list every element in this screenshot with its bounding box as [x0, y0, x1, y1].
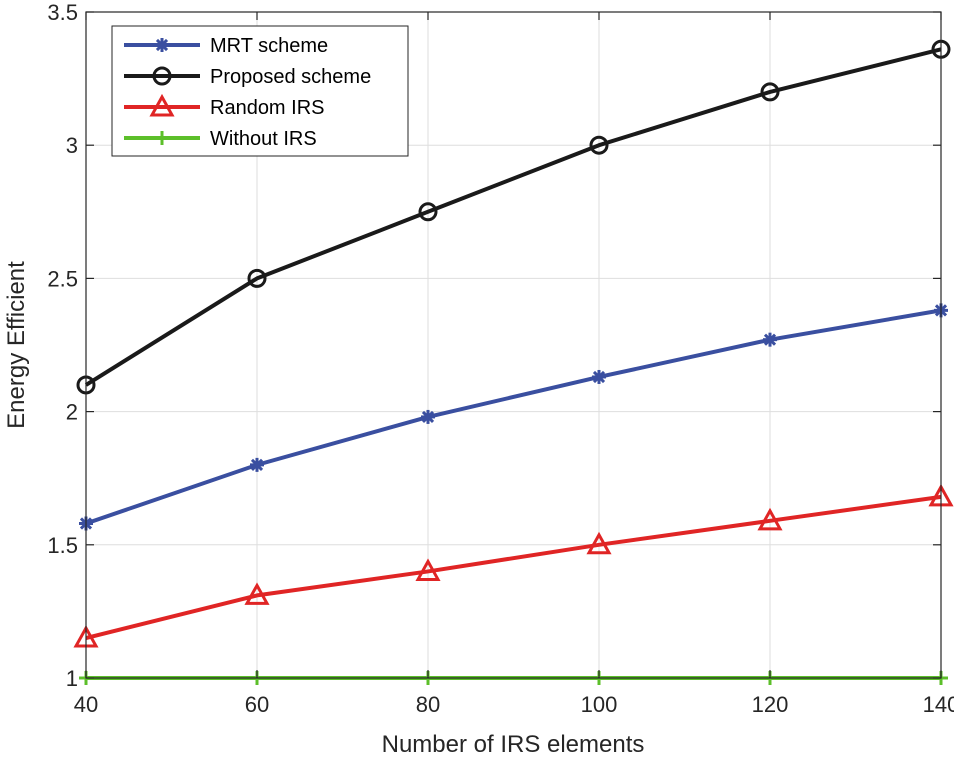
series-proposed-scheme — [76, 39, 951, 395]
x-axis-title: Number of IRS elements — [382, 731, 645, 758]
legend-marker — [152, 66, 172, 86]
series-line — [84, 47, 942, 387]
legend-label: Proposed scheme — [210, 66, 371, 88]
x-tick-label: 80 — [416, 692, 440, 717]
data-point — [421, 409, 435, 424]
data-point — [760, 82, 780, 102]
legend-entry: MRT scheme — [124, 35, 328, 57]
data-point — [763, 332, 777, 347]
legend-marker — [155, 38, 169, 52]
data-point — [415, 558, 441, 581]
x-tick-label: 140 — [923, 692, 954, 717]
y-tick-label: 1.5 — [47, 533, 78, 558]
series-line — [85, 308, 942, 526]
y-axis-title: Energy Efficient — [3, 261, 30, 429]
y-tick-label: 3 — [66, 133, 78, 158]
grid-lines — [85, 11, 942, 679]
data-point — [244, 582, 270, 605]
data-point — [247, 268, 267, 288]
legend-label: MRT scheme — [210, 35, 328, 57]
legend: MRT scheme Proposed scheme Random IRS Witho… — [111, 25, 409, 157]
data-point — [418, 202, 438, 222]
legend-entry: Random IRS — [124, 93, 325, 119]
y-tick-label: 1 — [66, 666, 78, 691]
y-tick-label: 3.5 — [47, 0, 78, 25]
x-tick-label: 100 — [581, 692, 618, 717]
legend-entry: Proposed scheme — [124, 66, 371, 88]
legend-label: Without IRS — [210, 128, 317, 150]
legend-marker — [149, 93, 175, 117]
data-point — [586, 531, 612, 555]
legend-label: Random IRS — [210, 97, 325, 119]
data-point — [589, 135, 609, 155]
data-point — [592, 369, 606, 384]
y-tick-label: 2 — [66, 400, 78, 425]
data-point — [250, 457, 264, 472]
data-point — [757, 507, 783, 531]
y-tick-label: 2.5 — [47, 266, 78, 291]
axis-ticks — [85, 11, 942, 679]
plot-frame — [85, 11, 942, 679]
legend-marker — [155, 131, 169, 145]
tick-labels: 40 60 80 100 120 140 1 1.5 2 2.5 3 3.5 — [47, 0, 954, 717]
x-tick-label: 60 — [245, 692, 269, 717]
x-tick-label: 120 — [752, 692, 789, 717]
series-line — [85, 494, 942, 640]
legend-entry: Without IRS — [124, 128, 317, 150]
x-tick-label: 40 — [74, 692, 98, 717]
